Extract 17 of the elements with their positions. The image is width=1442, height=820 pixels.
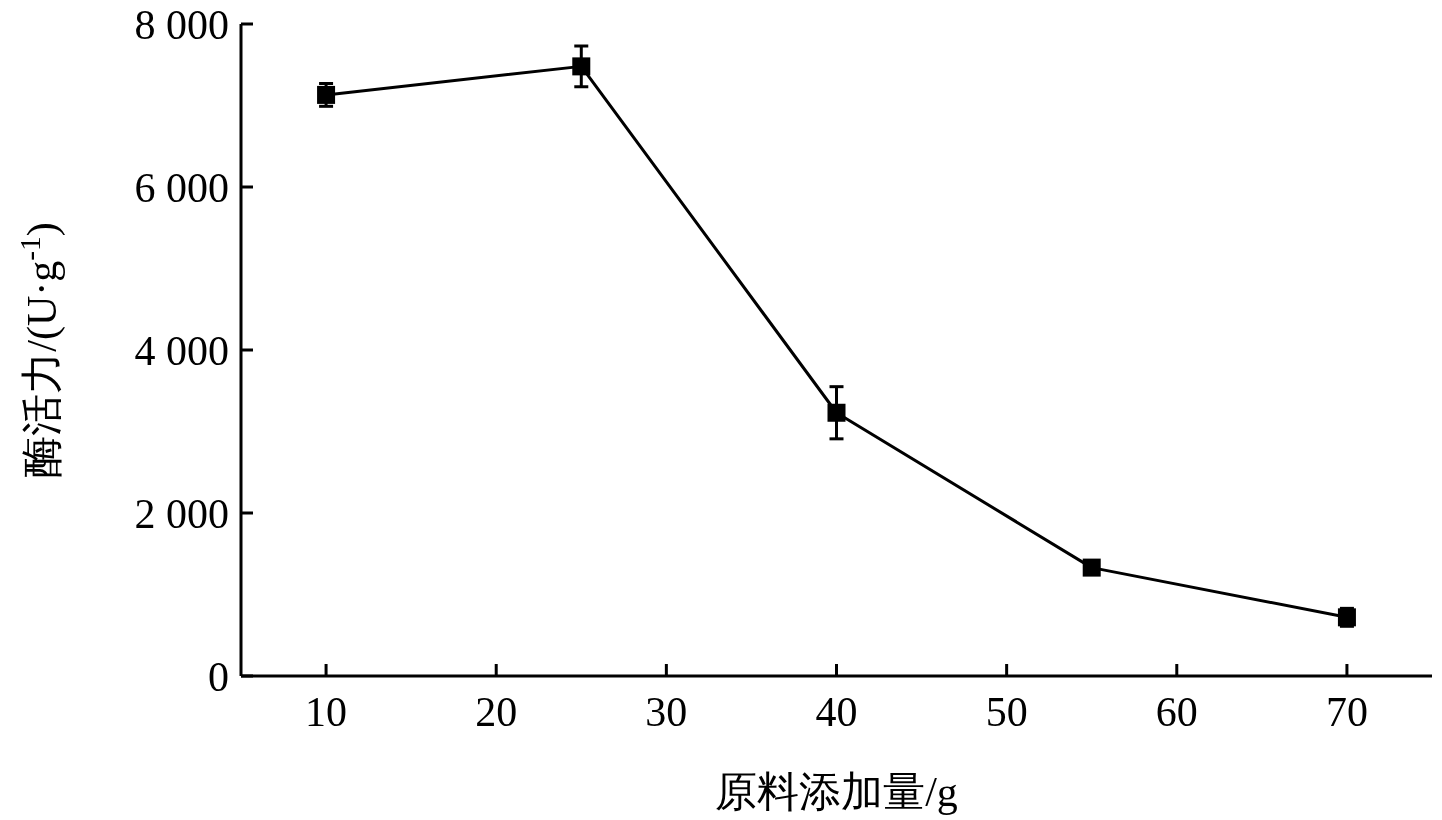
x-tick-label: 30 <box>645 689 688 735</box>
x-tick-label: 40 <box>815 689 858 735</box>
x-tick-label: 20 <box>475 689 518 735</box>
point <box>827 403 846 422</box>
y-tick-label: 6 000 <box>134 164 229 211</box>
x-tick-label: 60 <box>1155 689 1198 735</box>
x-tick-label: 70 <box>1325 689 1368 735</box>
x-tick-label: 10 <box>305 689 348 735</box>
y-tick-label: 4 000 <box>134 327 229 374</box>
point <box>1082 558 1101 577</box>
y-tick-label: 8 000 <box>134 1 229 48</box>
y-tick-label: 2 000 <box>134 490 229 537</box>
x-axis-title: 原料添加量/g <box>715 769 958 815</box>
point <box>317 85 336 104</box>
point <box>572 57 591 76</box>
y-tick-label: 0 <box>208 653 229 700</box>
x-tick-label: 50 <box>985 689 1028 735</box>
